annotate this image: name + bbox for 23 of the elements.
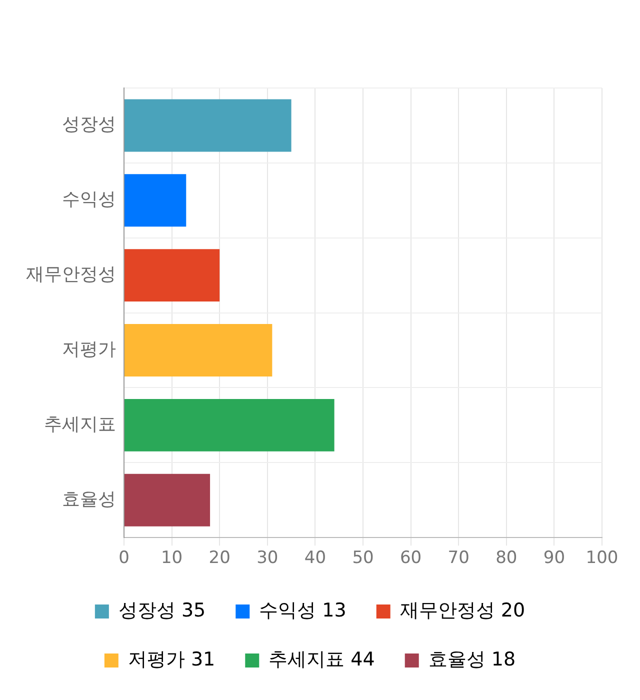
y-tick-label: 재무안정성: [26, 264, 116, 286]
y-tick-label: 추세지표: [44, 414, 116, 435]
legend-label: 효율성 18: [428, 648, 516, 670]
x-tick-label: 20: [208, 548, 230, 568]
legend-label: 재무안정성 20: [400, 599, 526, 622]
legend-label: 저평가 31: [128, 648, 216, 670]
legend-label: 추세지표 44: [268, 648, 375, 670]
x-tick-label: 40: [304, 548, 326, 568]
x-tick-label: 60: [400, 548, 422, 568]
y-tick-label: 수익성: [62, 189, 116, 210]
x-tick-label: 50: [352, 548, 374, 568]
legend-label: 수익성 13: [259, 599, 346, 622]
x-tick-label: 30: [256, 548, 278, 568]
x-tick-label: 70: [448, 548, 470, 568]
y-tick-label: 저평가: [62, 338, 116, 360]
x-tick-label: 10: [160, 548, 183, 568]
y-tick-label: 성장성: [62, 114, 116, 136]
x-tick-label: 80: [496, 548, 518, 568]
x-tick-label: 0: [118, 548, 130, 568]
x-tick-label: 100: [586, 548, 618, 568]
legend-label: 성장성 35: [118, 599, 206, 622]
x-tick-label: 90: [543, 548, 566, 568]
y-tick-label: 효율성: [62, 488, 116, 510]
